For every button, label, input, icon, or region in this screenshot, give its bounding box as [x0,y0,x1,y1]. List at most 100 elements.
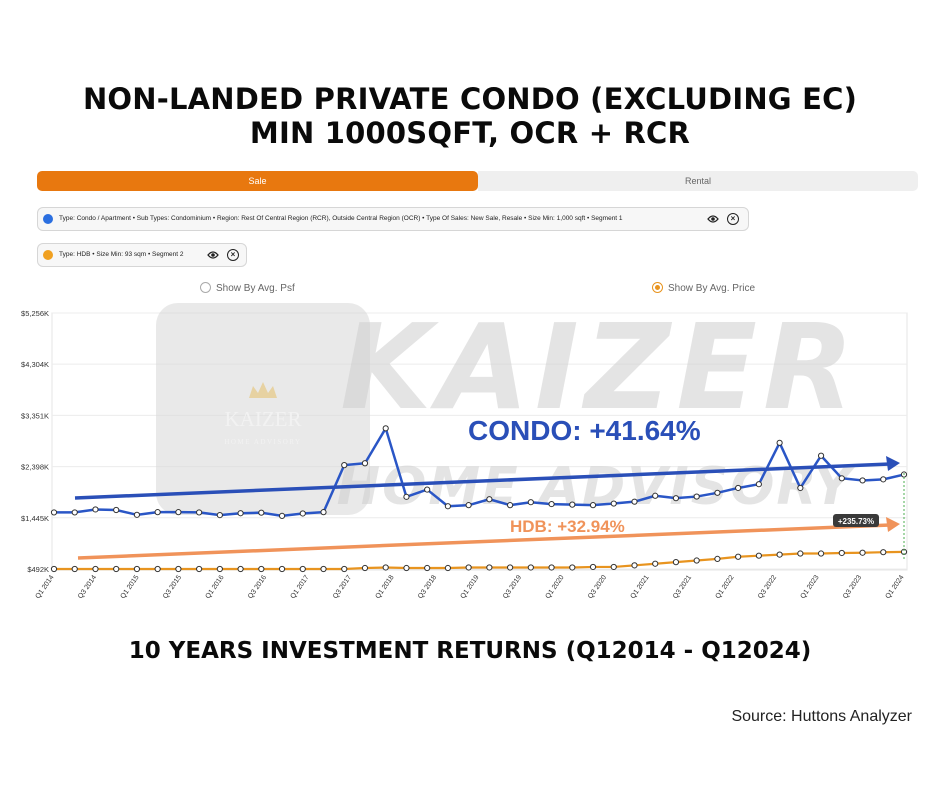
x-tick-label: Q1 2020 [544,574,565,600]
segment-2-point [506,564,514,571]
x-tick-label: Q3 2019 [502,574,523,600]
x-tick-label: Q3 2015 [162,574,183,600]
watermark-tagline: HOME ADVISORY [337,457,857,517]
segment-1-point [652,492,659,499]
segment-1-point [610,500,617,507]
close-icon[interactable]: × [227,249,239,261]
segment-1-point [113,506,120,514]
segment-2-color-dot [43,250,53,260]
segment-2-point [631,562,638,569]
x-tick-label: Q1 2024 [884,574,905,600]
segment-1-point [838,475,845,482]
page-title-line-1: NON-LANDED PRIVATE CONDO (EXCLUDING EC) [82,82,858,116]
condo-trend-arrow [74,456,900,500]
radio-label: Show By Avg. Price [668,283,756,294]
segment-2-point [548,564,555,571]
x-tick-label: Q1 2014 [34,574,55,600]
segment-1-point [506,502,514,509]
tab-rental[interactable]: Rental [478,171,918,191]
segment-2-point [424,564,431,572]
segment-1-point [548,500,555,508]
segment-2-point [154,565,161,573]
hdb-return-label: HDB: +32.94% [510,517,625,536]
price-trend-chart: KAIZER HOME ADVISORY KAIZER HOME ADVISOR… [21,298,908,600]
segment-2-point [755,552,762,559]
segment-2-point [735,553,742,560]
segment-2-point [527,564,534,571]
close-icon[interactable]: × [727,213,739,225]
segment-1-line [54,427,905,518]
segment-2-point [817,550,825,557]
segment-2-point [838,549,845,557]
y-tick-label: $2,398K [21,463,49,472]
segment-2-point [113,565,120,573]
segment-1-point [216,512,223,519]
segment-1-point [299,510,306,517]
crown-icon [249,382,277,398]
segment-1-point [693,493,700,500]
investment-returns-subtitle: 10 YEARS INVESTMENT RETURNS (Q12014 - Q1… [128,638,812,664]
segment-1-point [237,510,244,517]
segment-1-color-dot [43,214,53,224]
segment-1-point [755,481,762,488]
segment-2-point [403,564,410,572]
eye-icon[interactable] [707,213,719,225]
source-note: Source: Huttons Analyzer [731,708,912,725]
y-tick-label: $492K [27,565,49,574]
watermark: KAIZER HOME ADVISORY KAIZER HOME ADVISOR… [156,298,857,517]
sale-rental-tabs: Sale Rental [37,171,918,191]
y-axis-ticks: $5,256K $4,304K $3,351K $2,398K $1,445K $492K [21,309,49,574]
segment-2-point [714,555,721,562]
segment-1-point [424,486,431,493]
segment-1-point [776,439,783,446]
segment-1-filter-chip[interactable]: Type: Condo / Apartment • Sub Types: Con… [37,207,749,231]
segment-1-point [880,476,887,483]
eye-icon[interactable] [207,249,219,261]
segment-2-point [672,559,680,566]
show-by-avg-price-radio[interactable]: Show By Avg. Price [652,282,755,296]
x-tick-label: Q1 2015 [119,574,140,600]
show-by-avg-psf-radio[interactable]: Show By Avg. Psf [200,282,295,296]
radio-circle-icon [200,282,211,293]
segment-1-point [735,484,742,492]
segment-2-point [444,564,452,572]
segment-1-point [382,425,389,432]
segment-1-point [71,509,78,516]
segment-1-point [175,509,182,516]
segment-2-point [258,565,265,573]
segment-2-point [610,563,617,571]
segment-2-point [341,565,348,573]
segment-2-point [196,565,203,573]
x-tick-label: Q3 2022 [757,574,778,600]
segment-2-filter-chip[interactable]: Type: HDB • Size Min: 93 sqm • Segment 2… [37,243,247,267]
segment-2-point [652,560,659,567]
x-tick-label: Q3 2016 [247,574,268,600]
hdb-trend-arrow [77,517,900,560]
segment-1-filter-text: Type: Condo / Apartment • Sub Types: Con… [59,215,623,222]
segment-2-point [797,550,804,557]
segment-1-point [859,477,866,484]
segment-1-point [196,509,203,516]
segment-2-point [237,565,244,573]
tab-sale[interactable]: Sale [37,171,478,191]
x-tick-label: Q1 2016 [204,574,225,600]
watermark-logo-subtext: HOME ADVISORY [224,438,301,446]
segment-2-point [92,565,99,573]
y-tick-label: $3,351K [21,411,49,420]
segment-1-point [589,502,597,509]
segment-2-point [299,565,306,573]
segment-2-line [54,550,905,571]
segment-2-point [486,564,493,571]
x-tick-label: Q1 2017 [289,574,310,600]
x-tick-label: Q1 2019 [459,574,480,600]
x-axis-ticks: Q1 2014 Q3 2014 Q1 2015 Q3 2015 Q1 2016 Q3 20… [34,574,905,600]
watermark-logo-box [156,303,370,515]
segment-1-point [154,509,161,516]
segment-1-point [797,484,804,492]
segment-2-point [859,549,866,556]
y-tick-label: $1,445K [21,514,49,523]
segment-2-point [465,564,472,571]
segment-2-point [133,565,141,573]
segment-2-point [693,557,700,564]
x-tick-label: Q3 2017 [332,574,353,600]
